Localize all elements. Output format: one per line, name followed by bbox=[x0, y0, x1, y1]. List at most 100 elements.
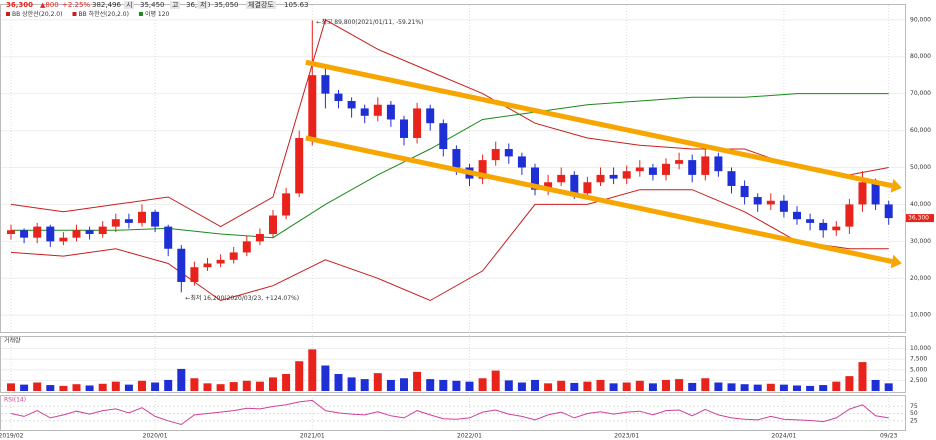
candle-body bbox=[740, 185, 749, 198]
annotation: ←최저 16,200(2020/03/23, +124.07%) bbox=[185, 294, 299, 302]
candle-body bbox=[871, 182, 880, 205]
candle-body bbox=[635, 167, 644, 172]
candle-body bbox=[20, 230, 29, 238]
volume-bar bbox=[517, 382, 526, 391]
low-label: 저 bbox=[200, 0, 206, 9]
volume-bar bbox=[242, 380, 251, 391]
volume-bar bbox=[138, 380, 146, 391]
header: 36,300 ▲800 +2.25% 382,496 시 35,450 고 36… bbox=[6, 0, 309, 9]
volume-bar bbox=[282, 374, 291, 391]
candle-body bbox=[85, 230, 94, 234]
candle-body bbox=[819, 222, 828, 231]
x-tick-label: 2023/01 bbox=[614, 433, 639, 440]
volume-title: 거래량 bbox=[4, 337, 21, 345]
volume-bar bbox=[491, 370, 500, 391]
candle-body bbox=[504, 149, 513, 157]
x-tick-label: 2020/01 bbox=[143, 433, 168, 440]
volume-bar bbox=[98, 383, 107, 391]
open-label: 시 bbox=[126, 1, 132, 9]
volume-bar bbox=[884, 383, 893, 391]
candle-body bbox=[269, 215, 277, 234]
candle-body bbox=[229, 252, 238, 260]
volume-bar bbox=[871, 379, 880, 391]
candle-body bbox=[662, 163, 670, 175]
y-tick-label: 10,000 bbox=[910, 312, 931, 319]
last-price-label: 36,300 bbox=[908, 215, 929, 222]
y-tick-label: 80,000 bbox=[910, 53, 931, 60]
volume-bar bbox=[779, 384, 788, 391]
y-tick-label: 75 bbox=[910, 403, 918, 410]
candle-body bbox=[360, 108, 369, 116]
volume-bar bbox=[33, 382, 42, 391]
trend-line bbox=[305, 135, 893, 264]
volume-bar bbox=[531, 379, 539, 391]
volume-bar bbox=[85, 385, 94, 391]
volume-bar bbox=[806, 385, 815, 391]
volume-bar bbox=[216, 384, 225, 391]
candle-body bbox=[111, 219, 120, 227]
volume-bar bbox=[321, 365, 330, 391]
candle-body bbox=[203, 263, 212, 268]
candle-body bbox=[884, 204, 893, 219]
candle-body bbox=[138, 211, 146, 223]
volume-bar bbox=[740, 384, 749, 391]
volume: 382,496 bbox=[92, 1, 121, 9]
volume-bar bbox=[688, 382, 697, 391]
candle-body bbox=[400, 119, 408, 138]
y-tick-label: 90,000 bbox=[910, 16, 931, 23]
legend-label: 이평 120 bbox=[145, 10, 170, 18]
volume-bar bbox=[557, 380, 566, 391]
open: 35,450 bbox=[140, 1, 165, 9]
candle-body bbox=[321, 75, 330, 94]
volume-bar bbox=[596, 379, 605, 391]
candle-body bbox=[452, 149, 461, 168]
candle-body bbox=[426, 108, 435, 124]
candle-body bbox=[714, 156, 723, 172]
candle-body bbox=[308, 75, 317, 138]
candle-body bbox=[98, 226, 107, 234]
volume-bar bbox=[20, 384, 29, 391]
volume-bar bbox=[308, 349, 317, 391]
volume-bar bbox=[255, 381, 264, 391]
overlay-line bbox=[10, 19, 889, 228]
volume-bar bbox=[46, 385, 55, 391]
volume-bar bbox=[269, 377, 277, 391]
volume-bar bbox=[151, 382, 160, 391]
candle-body bbox=[727, 171, 736, 186]
candle-body bbox=[753, 197, 762, 205]
label-box bbox=[246, 1, 276, 9]
trend-arrowhead bbox=[890, 254, 902, 269]
y-tick-label: 30,000 bbox=[910, 238, 931, 245]
candle-body bbox=[832, 226, 841, 231]
candle-body bbox=[517, 156, 526, 168]
volume-bar bbox=[609, 383, 618, 391]
volume-bar bbox=[622, 382, 631, 391]
volume-bar bbox=[570, 382, 579, 391]
volume-bar bbox=[819, 385, 828, 391]
volume-bar bbox=[544, 383, 553, 391]
legend-swatch bbox=[138, 12, 143, 16]
volume-bar bbox=[373, 373, 382, 391]
candle-body bbox=[858, 182, 867, 205]
overlay-line bbox=[10, 189, 889, 302]
volume-bar bbox=[662, 379, 670, 391]
candle-body bbox=[413, 108, 422, 138]
candle-body bbox=[675, 160, 684, 164]
candle-body bbox=[570, 174, 579, 194]
candle-body bbox=[347, 101, 356, 109]
candle-body bbox=[46, 226, 55, 242]
change: ▲800 bbox=[40, 1, 59, 9]
volume-bar bbox=[347, 377, 356, 391]
volume-bar bbox=[675, 379, 684, 391]
candle-body bbox=[609, 174, 618, 179]
candle-body bbox=[295, 137, 304, 194]
volume-bar bbox=[334, 374, 343, 391]
volume-bar bbox=[648, 383, 657, 391]
y-tick-label: 60,000 bbox=[910, 127, 931, 134]
candle-body bbox=[531, 167, 539, 190]
y-tick-label: 10,000 bbox=[910, 345, 931, 352]
volume-bar bbox=[478, 378, 487, 391]
candle-body bbox=[622, 171, 631, 179]
candle-body bbox=[373, 104, 382, 116]
volume-bar bbox=[203, 383, 212, 391]
